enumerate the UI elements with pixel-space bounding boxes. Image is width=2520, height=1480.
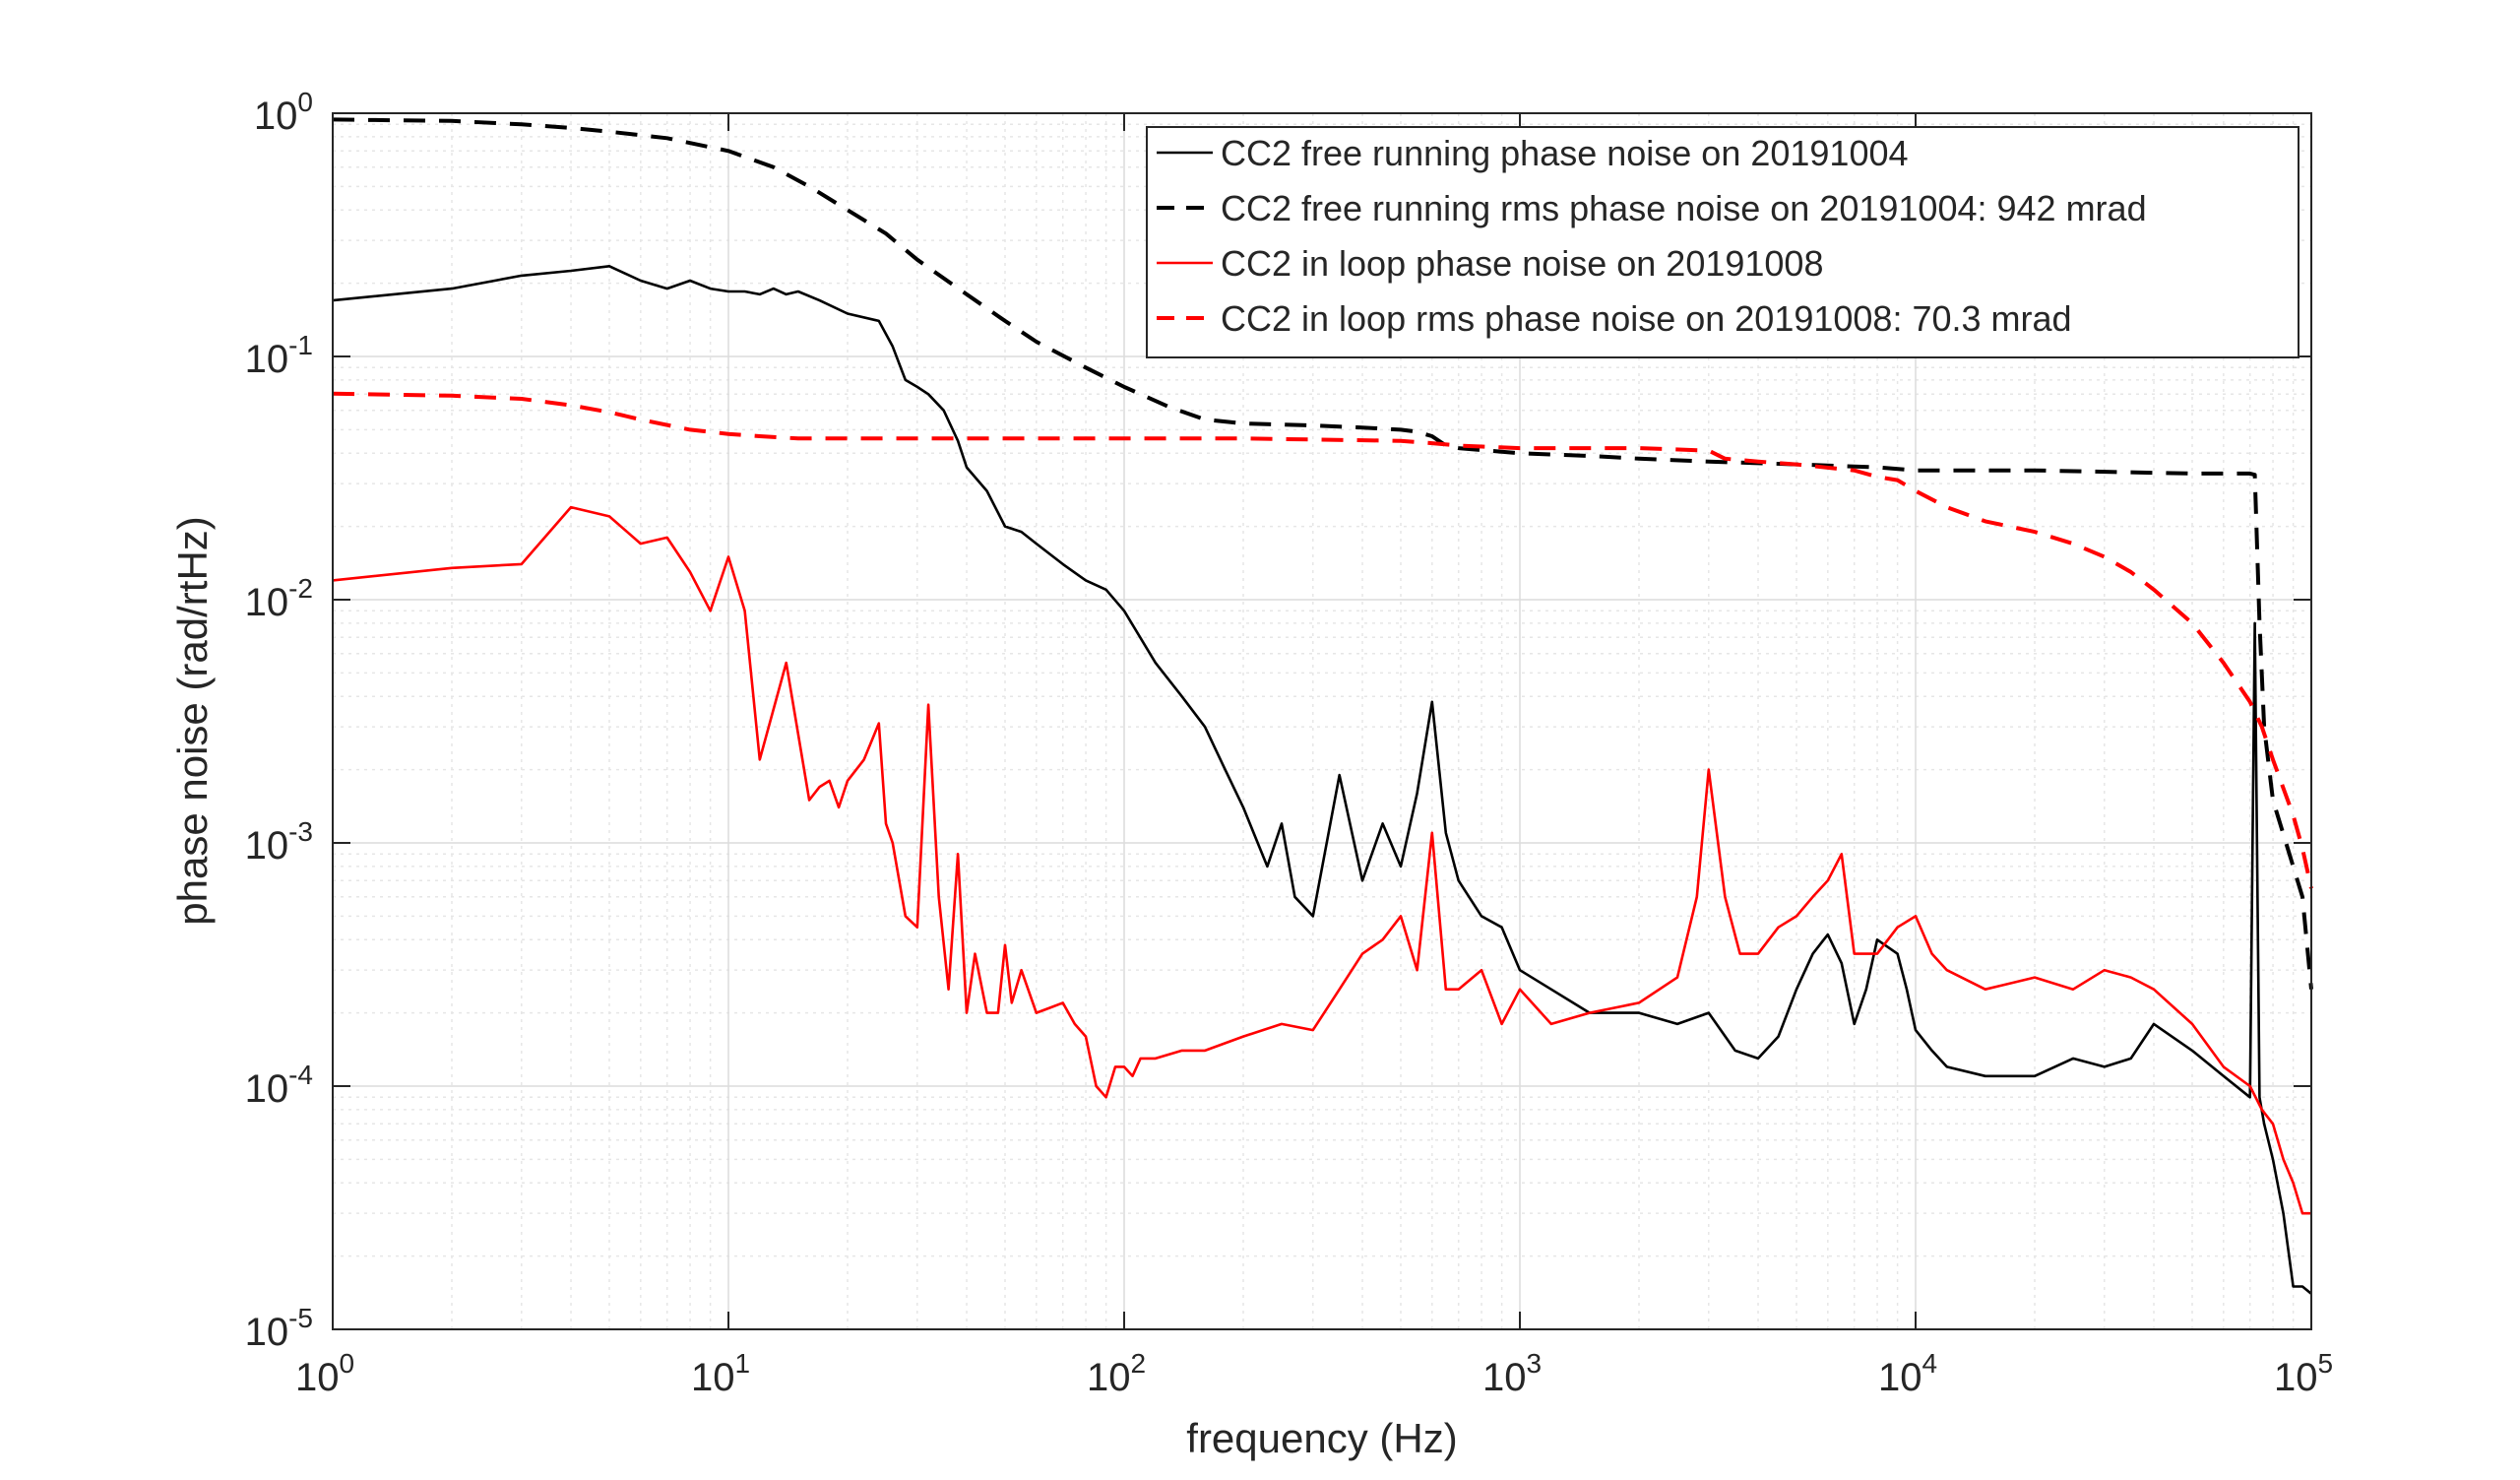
x-tick-label: 105 (2274, 1348, 2333, 1399)
legend-box (1146, 126, 2300, 358)
series-line-2 (332, 117, 2313, 990)
y-tick-label: 100 (254, 87, 313, 138)
legend-label-4: CC2 in loop rms phase noise on 20191008:… (1221, 298, 2072, 339)
y-tick-label: 10-1 (245, 330, 313, 381)
y-tick-label: 10-3 (245, 816, 313, 868)
y-tick-label: 10-2 (245, 573, 313, 624)
legend-label-2: CC2 free running rms phase noise on 2019… (1221, 188, 2147, 228)
x-tick-label: 103 (1482, 1348, 1542, 1399)
y-tick-label: 10-4 (245, 1060, 313, 1111)
x-tick-label: 101 (691, 1348, 750, 1399)
x-tick-label: 104 (1878, 1348, 1937, 1399)
plot-frame (332, 112, 2312, 1330)
series-line-4 (332, 391, 2313, 889)
axis-ticks: 100 101 102 103 104 105 10-5 10-4 10-3 10-2 10-1 10… (245, 87, 2333, 1399)
x-tick-label: 102 (1087, 1348, 1146, 1399)
x-axis-label: frequency (Hz) (1186, 1415, 1457, 1461)
y-tick-label: 10-5 (245, 1303, 313, 1354)
series-line-1 (332, 264, 2312, 1295)
series-layer (332, 117, 2313, 1295)
legend: CC2 free running phase noise on 20191004… (1146, 126, 2300, 358)
legend-label-3: CC2 in loop phase noise on 20191008 (1221, 243, 1823, 284)
y-axis-label: phase noise (rad/rtHz) (169, 516, 216, 926)
x-tick-label: 100 (295, 1348, 354, 1399)
legend-label-1: CC2 free running phase noise on 20191004 (1221, 133, 1909, 173)
series-line-3 (332, 505, 2311, 1215)
